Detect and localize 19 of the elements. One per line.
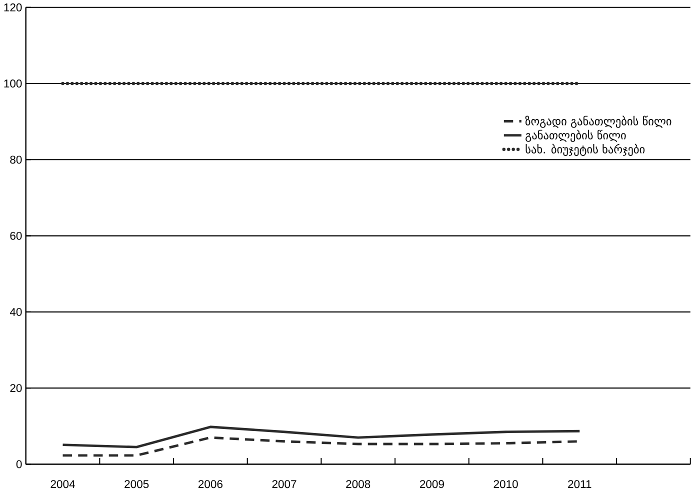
y-tick-label: 100 — [4, 80, 22, 88]
x-tick-label: 2007 — [272, 480, 296, 488]
line-series — [62, 426, 581, 449]
y-tick-label: 40 — [10, 308, 22, 316]
x-tick-label: 2006 — [198, 480, 222, 488]
x-tick-label: 2011 — [568, 480, 592, 488]
x-tick-label: 2009 — [420, 480, 444, 488]
x-tick-label: 2010 — [494, 480, 518, 488]
y-tick-label: 60 — [10, 232, 22, 240]
legend-label: ზოგადი განათლების წილი — [525, 116, 672, 128]
y-tick-label: 80 — [10, 156, 22, 164]
x-tick-label: 2005 — [124, 480, 149, 488]
legend-label: სახ. ბიუჯეტის ხარჯები — [526, 144, 645, 156]
y-tick-label: 120 — [4, 4, 22, 12]
y-tick-label: 20 — [10, 384, 22, 392]
legend-label: განათლების წილი — [526, 130, 626, 142]
x-tick-label: 2008 — [346, 480, 370, 488]
x-tick-label: 2004 — [50, 480, 75, 488]
y-tick-label: 0 — [16, 460, 22, 468]
